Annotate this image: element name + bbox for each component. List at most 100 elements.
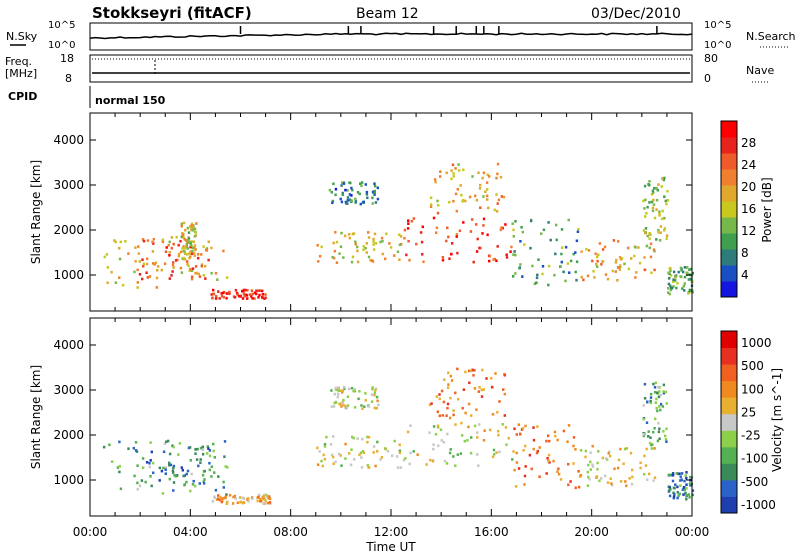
heatmap-cell [574,486,577,490]
heatmap-cell [188,241,191,244]
heatmap-cell [624,447,627,451]
heatmap-cell [674,274,677,278]
heatmap-cell [552,459,555,463]
heatmap-cell [462,221,465,224]
heatmap-cell [182,249,186,253]
heatmap-cell [182,256,186,260]
heatmap-cell [267,496,270,500]
heatmap-cell [645,212,648,215]
colorbar-swatch [721,364,737,382]
heatmap-cell [679,266,683,270]
heatmap-cell [188,269,191,272]
heatmap-cell [365,193,369,196]
heatmap-cell [656,188,659,192]
heatmap-cell [668,277,671,280]
heatmap-cell [373,232,377,236]
heatmap-cell [134,260,137,263]
heatmap-cell [619,264,622,267]
heatmap-cell [673,492,676,496]
heatmap-cell [492,258,495,261]
heatmap-cell [440,389,444,393]
heatmap-cell [579,473,583,477]
colorbar-swatch [721,201,737,218]
heatmap-cell [172,471,175,474]
heatmap-cell [376,197,380,201]
heatmap-cell [331,201,334,205]
velocity-panel: 1000 2000 3000 4000 Slant Range [km] [29,317,695,517]
heatmap-cell [244,288,247,292]
heatmap-cell [652,203,656,206]
heatmap-cell [180,222,183,226]
heatmap-cell [672,280,675,284]
heatmap-cell [241,496,245,500]
heatmap-cell [656,409,659,413]
heatmap-cell [262,495,265,498]
heatmap-cell [468,195,472,199]
heatmap-cell [106,266,109,269]
heatmap-cell [185,243,188,246]
heatmap-cell [211,296,214,300]
heatmap-cell [658,390,661,393]
heatmap-cell [686,271,689,275]
heatmap-cell [587,475,590,479]
heatmap-cell [440,439,443,442]
time-tick-label: 16:00 [474,525,509,539]
heatmap-cell [114,240,117,244]
heatmap-cell [375,395,379,399]
heatmap-cell [639,461,642,465]
heatmap-cell [589,468,592,471]
heatmap-cell [536,273,539,277]
heatmap-cell [338,252,341,255]
heatmap-cell [365,190,369,194]
heatmap-cell [567,483,570,487]
heatmap-cell [574,251,577,254]
heatmap-cell [172,261,175,264]
heatmap-cell [642,417,645,421]
heatmap-cell [521,275,524,278]
heatmap-cell [452,409,455,412]
power-heatmap-cells [103,162,694,300]
heatmap-cell [172,481,176,484]
heatmap-cell [472,260,475,264]
heatmap-cell [650,200,654,204]
heatmap-cell [511,458,514,461]
heatmap-cell [416,453,419,456]
colorbar-label: -500 [741,475,768,489]
heatmap-cell [528,453,532,457]
heatmap-cell [601,248,605,251]
heatmap-cell [202,274,206,277]
heatmap-cell [255,289,258,293]
heatmap-cell [235,291,239,295]
heatmap-cell [359,451,363,455]
heatmap-cell [678,472,681,475]
heatmap-cell [375,406,378,410]
heatmap-cell [450,169,453,172]
heatmap-cell [493,453,496,456]
heatmap-cell [156,268,159,272]
heatmap-cell [429,196,433,200]
heatmap-cell [547,264,551,268]
heatmap-cell [665,237,668,240]
heatmap-cell [353,458,356,461]
heatmap-cell [488,254,492,258]
heatmap-cell [665,234,669,237]
heatmap-cell [439,175,442,178]
heatmap-cell [482,439,486,442]
heatmap-cell [493,208,496,212]
heatmap-cell [380,236,384,240]
heatmap-cell [591,465,595,468]
heatmap-cell [501,423,504,426]
heatmap-cell [617,458,621,462]
heatmap-cell [161,240,165,244]
noise-right-label: N.Search [746,30,796,43]
heatmap-cell [134,246,137,249]
heatmap-cell [406,227,410,230]
heatmap-cell [691,489,695,492]
heatmap-cell [519,263,522,266]
heatmap-cell [360,181,364,184]
heatmap-cell [342,182,346,185]
heatmap-cell [485,194,489,198]
heatmap-cell [679,475,682,478]
colorbar-label: 25 [741,405,756,419]
freq-panel: Freq. [MHz] 18 8 80 0 Nave [5,52,774,85]
